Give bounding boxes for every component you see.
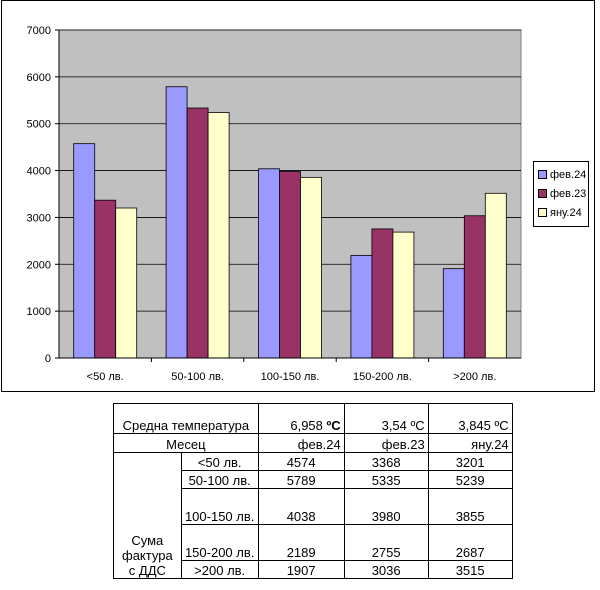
row-label: 50-100 лв. (180, 470, 259, 489)
month-row: Месец фев.24 фев.23 яну.24 (113, 433, 513, 453)
bar (73, 143, 96, 359)
table-cell: 5239 (427, 470, 513, 489)
legend-swatch-series-1 (538, 169, 547, 179)
table-row: 150-200 лв. 2189 2755 2687 (114, 524, 513, 561)
group-label: Сума фактура с ДДС (113, 452, 182, 579)
bar (484, 192, 507, 359)
month-header: фев.24 (257, 433, 345, 453)
y-tick-label: 6000 (27, 72, 51, 84)
legend-item: фев.24 (538, 168, 586, 182)
y-tick-label: 3000 (27, 212, 51, 224)
x-tick-label: 50-100 лв. (171, 371, 224, 383)
table-cell: 3368 (343, 452, 429, 471)
bar (94, 199, 117, 359)
bar (186, 107, 209, 359)
legend-item: фев.23 (538, 187, 586, 201)
table-row: >200 лв. 1907 3036 3515 (114, 560, 513, 579)
table-cell: 4574 (257, 452, 345, 471)
data-table: Средна температура 6,958 ºC 3,54 ºC 3,84… (113, 403, 513, 579)
y-tick-label: 1000 (27, 306, 51, 318)
legend-swatch-series-3 (538, 207, 547, 217)
table-cell: 1907 (257, 560, 345, 579)
legend-item: яну.24 (538, 206, 582, 220)
y-tick-label: 2000 (27, 259, 51, 271)
bar (350, 255, 373, 359)
temperature-value: 3,54 ºC (343, 403, 429, 434)
y-tick-label: 0 (45, 353, 51, 365)
table-cell: 4038 (257, 488, 345, 525)
chart-legend: фев.24 фев.23 яну.24 (533, 161, 589, 227)
table-cell: 2687 (427, 524, 513, 561)
table-cell: 3036 (343, 560, 429, 579)
month-label: Месец (113, 433, 259, 453)
table-cell: 3855 (427, 488, 513, 525)
table-cell: 2189 (257, 524, 345, 561)
bar (207, 112, 230, 359)
temperature-row: Средна температура 6,958 ºC 3,54 ºC 3,84… (113, 403, 513, 434)
table-cell: 3980 (343, 488, 429, 525)
y-tick-label: 5000 (27, 119, 51, 131)
bar (115, 207, 138, 359)
bar (300, 176, 322, 359)
table-cell: 2755 (343, 524, 429, 561)
x-tick-label: <50 лв. (87, 371, 124, 383)
bar-chart: 0 1000 2000 3000 4000 5000 6000 7000 <50 лв. 50-1… (27, 25, 522, 383)
month-header: фев.23 (343, 433, 429, 453)
y-tick-label: 7000 (27, 25, 51, 37)
legend-label-series-2: фев.23 (550, 188, 587, 200)
legend-label-series-1: фев.24 (550, 169, 587, 181)
y-tick-label: 4000 (27, 166, 51, 178)
table-cell: 5789 (257, 470, 345, 489)
bar (258, 168, 280, 359)
table-cell: 3515 (427, 560, 513, 579)
bar (165, 86, 188, 359)
bar (392, 231, 415, 359)
row-label: <50 лв. (180, 452, 259, 471)
table-row: 50-100 лв. 5789 5335 5239 (114, 470, 513, 489)
temperature-value: 3,845 ºC (427, 403, 513, 434)
temperature-value: 6,958 ºC (257, 403, 345, 434)
table-cell: 5335 (343, 470, 429, 489)
table-cell: 3201 (427, 452, 513, 471)
table-row: Сума фактура с ДДС <50 лв. 4574 3368 320… (113, 452, 513, 579)
x-tick-label: >200 лв. (453, 371, 496, 383)
bar (279, 171, 301, 359)
x-tick-label: 150-200 лв. (353, 371, 412, 383)
legend-swatch-series-2 (538, 188, 547, 198)
bar (463, 215, 486, 359)
chart-frame: 0 1000 2000 3000 4000 5000 6000 7000 <50 лв. 50-1… (1, 0, 595, 392)
bar (442, 268, 465, 359)
row-label: 150-200 лв. (180, 524, 259, 561)
month-header: яну.24 (427, 433, 513, 453)
legend-label-series-3: яну.24 (550, 207, 582, 219)
row-label: >200 лв. (180, 560, 259, 579)
row-label: 100-150 лв. (180, 488, 259, 525)
temperature-label: Средна температура (113, 403, 259, 434)
x-tick-label: 100-150 лв. (261, 371, 320, 383)
bar (371, 228, 394, 359)
